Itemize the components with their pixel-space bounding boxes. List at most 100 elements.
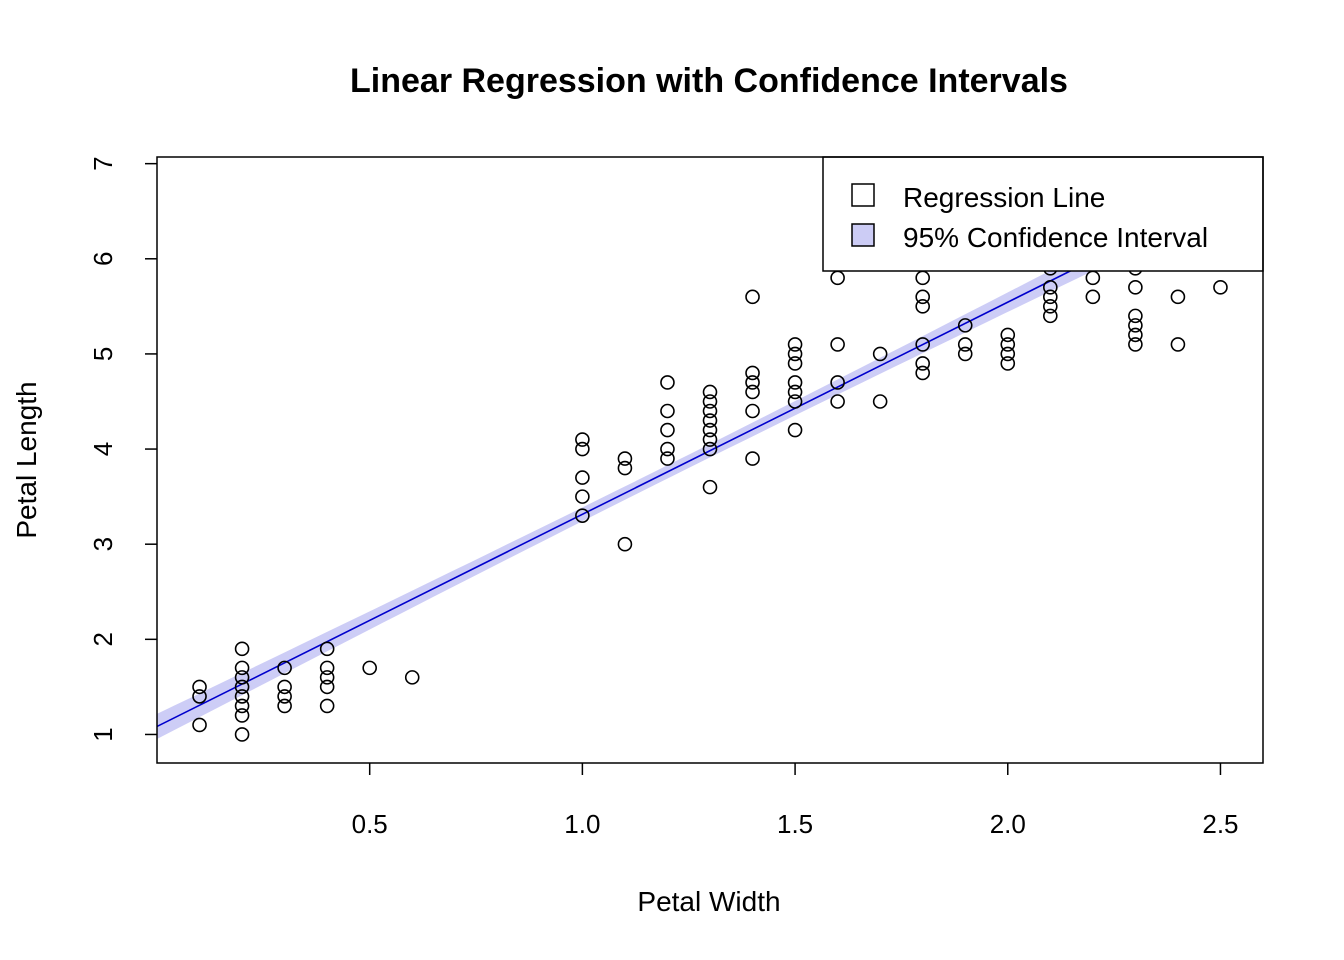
data-point: [319, 679, 335, 695]
y-tick-label: 3: [88, 537, 118, 551]
y-tick-label: 2: [88, 632, 118, 646]
data-point: [575, 441, 590, 457]
data-point: [915, 365, 930, 381]
data-point: [660, 422, 675, 438]
data-point: [1000, 346, 1016, 362]
data-point: [192, 679, 207, 695]
data-point: [234, 698, 250, 714]
data-point: [575, 489, 590, 504]
data-point: [277, 698, 292, 714]
data-point: [277, 679, 292, 695]
data-point: [745, 403, 760, 419]
data-point: [1128, 308, 1143, 324]
data-point: [1000, 327, 1016, 343]
y-axis: 1 2 3 4 5 6 7: [88, 156, 157, 742]
data-point: [702, 394, 718, 409]
x-tick-label: 0.5: [352, 809, 388, 839]
data-point: [1128, 327, 1143, 343]
data-point: [234, 727, 250, 742]
data-point: [1000, 356, 1016, 371]
data-point: [617, 451, 633, 466]
data-point: [1043, 289, 1058, 305]
data-point: [404, 670, 420, 685]
data-point: [192, 717, 207, 733]
data-point: [1043, 299, 1058, 314]
data-point: [234, 708, 250, 723]
data-point: [702, 413, 718, 428]
data-point: [702, 479, 718, 495]
data-point: [660, 451, 675, 466]
data-point: [362, 660, 377, 676]
data-point: [1085, 270, 1101, 286]
data-point: [957, 337, 973, 352]
x-tick-label: 2.0: [990, 809, 1026, 839]
y-tick-label: 4: [88, 442, 118, 456]
data-point: [660, 403, 675, 419]
data-point: [915, 356, 930, 371]
data-point: [234, 660, 250, 676]
data-point: [702, 384, 718, 400]
data-point: [745, 289, 760, 305]
y-tick-label: 5: [88, 347, 118, 361]
data-point: [319, 641, 335, 657]
data-point: [277, 689, 292, 704]
y-tick-label: 6: [88, 252, 118, 266]
data-point: [1170, 289, 1186, 305]
data-point: [702, 403, 718, 419]
data-point: [872, 394, 888, 409]
data-point: [1213, 280, 1228, 295]
y-axis-label: Petal Length: [11, 381, 42, 538]
data-point: [915, 299, 930, 314]
data-point: [915, 289, 930, 305]
data-point: [787, 375, 803, 390]
x-axis: 0.5 1.0 1.5 2.0 2.5: [352, 763, 1239, 839]
data-point: [1043, 280, 1058, 295]
data-point: [1170, 337, 1186, 352]
data-point: [234, 679, 250, 695]
data-point: [787, 337, 803, 352]
x-tick-label: 1.0: [564, 809, 600, 839]
data-point: [745, 384, 760, 400]
data-point: [830, 337, 845, 352]
data-point: [702, 432, 718, 447]
data-point: [745, 451, 760, 466]
data-point: [277, 660, 292, 676]
y-tick-label: 7: [88, 156, 118, 170]
legend-label-confidence-interval: 95% Confidence Interval: [903, 222, 1208, 253]
data-point: [319, 698, 335, 714]
legend-box: [822, 156, 1264, 272]
chart-title: Linear Regression with Confidence Interv…: [350, 62, 1068, 100]
data-point: [787, 384, 803, 400]
data-point: [957, 346, 973, 362]
x-tick-label: 2.5: [1202, 809, 1238, 839]
data-point: [319, 660, 335, 676]
x-axis-label: Petal Width: [637, 886, 780, 917]
data-point: [660, 441, 675, 457]
data-point: [915, 270, 930, 286]
data-point: [1128, 337, 1143, 352]
data-point: [745, 375, 760, 390]
data-point: [702, 441, 718, 457]
legend-label-regression-line: Regression Line: [903, 182, 1105, 213]
data-point: [192, 689, 207, 704]
plot-frame: [156, 156, 1264, 764]
data-point: [830, 375, 845, 390]
data-point: [617, 536, 633, 552]
data-point: [234, 689, 250, 704]
data-points-layer: [192, 165, 1228, 742]
data-point: [1128, 318, 1143, 333]
data-point: [787, 422, 803, 438]
legend-swatch-confidence-interval: [851, 223, 875, 247]
data-point: [1043, 308, 1058, 324]
data-point: [234, 670, 250, 685]
data-point: [575, 470, 590, 485]
data-point: [957, 318, 973, 333]
data-point: [830, 270, 845, 286]
data-point: [787, 346, 803, 362]
data-point: [234, 641, 250, 657]
data-point: [319, 670, 335, 685]
data-point: [1000, 337, 1016, 352]
y-tick-label: 1: [88, 727, 118, 741]
data-point: [787, 394, 803, 409]
